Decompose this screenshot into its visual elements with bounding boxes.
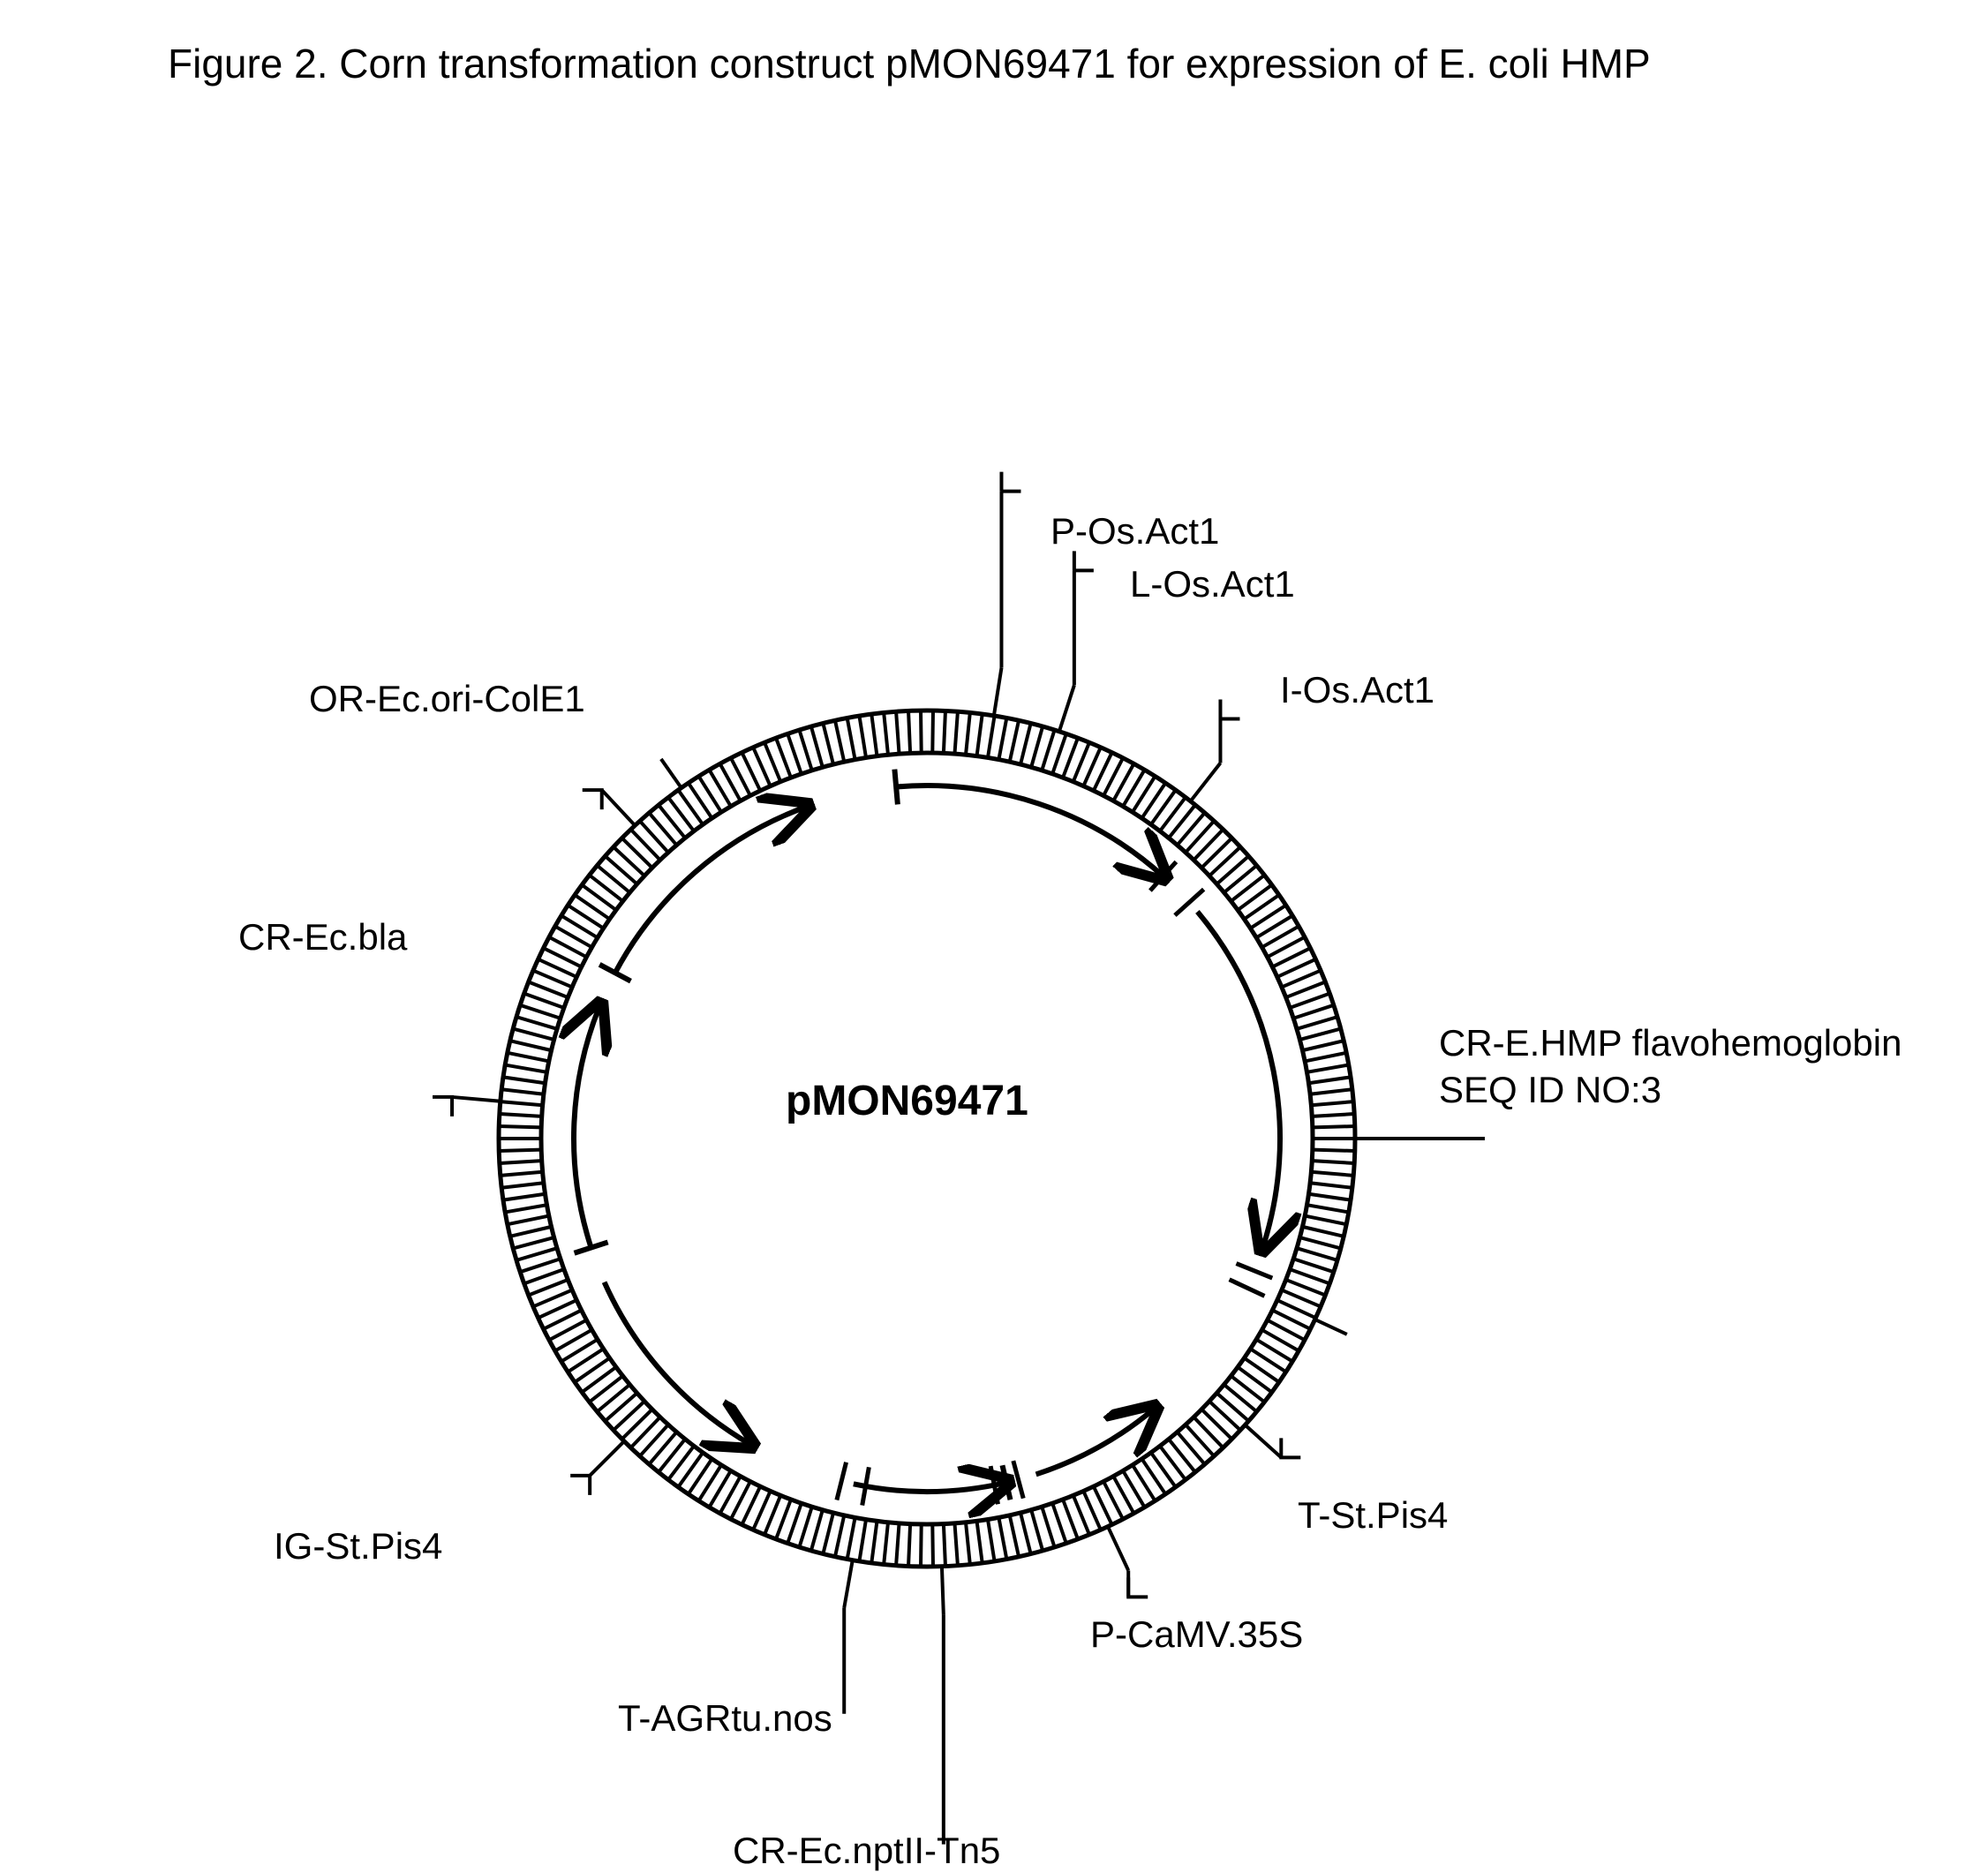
- feature-label: CR-Ec.nptII-Tn5: [733, 1830, 1000, 1872]
- feature-label: L-Os.Act1: [1130, 563, 1295, 605]
- feature-label: CR-Ec.bla: [238, 916, 407, 959]
- feature-label: P-Os.Act1: [1050, 510, 1219, 553]
- feature-label: IG-St.Pis4: [274, 1525, 442, 1568]
- plasmid-name: pMON69471: [786, 1077, 1028, 1125]
- feature-label: T-St.Pis4: [1298, 1494, 1448, 1537]
- feature-label-secondary: SEQ ID NO:3: [1439, 1069, 1661, 1111]
- feature-label: OR-Ec.ori-ColE1: [309, 678, 585, 720]
- feature-label: CR-E.HMP flavohemoglobin: [1439, 1022, 1901, 1064]
- feature-label: I-Os.Act1: [1280, 669, 1435, 711]
- feature-label: P-CaMV.35S: [1090, 1613, 1303, 1656]
- feature-label: T-AGRtu.nos: [618, 1697, 832, 1740]
